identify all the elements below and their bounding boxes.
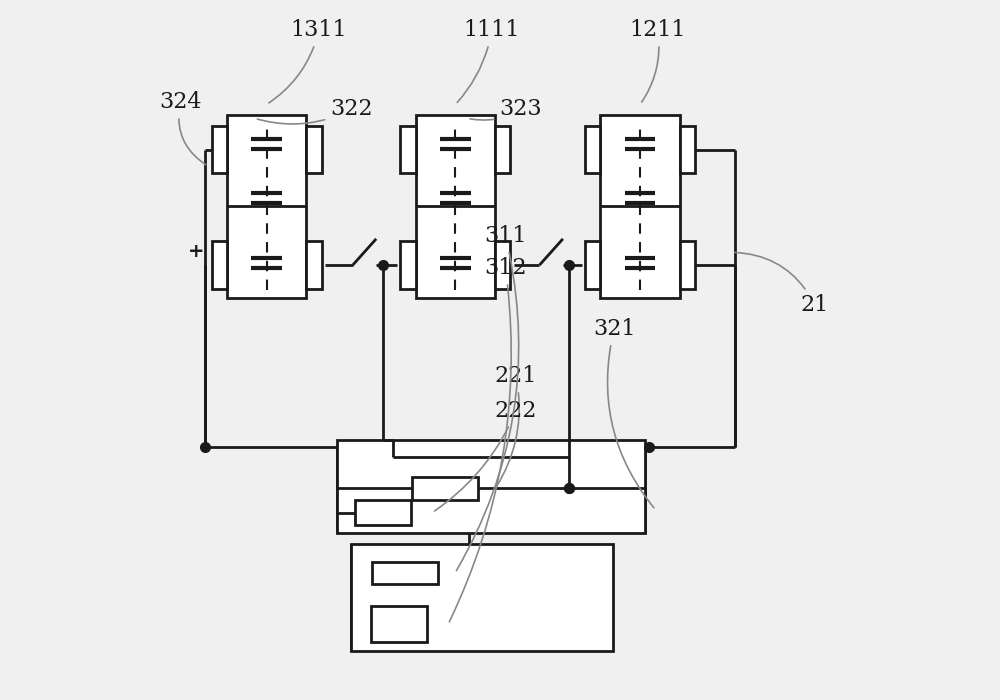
Text: +: +	[188, 241, 205, 261]
Bar	[227, 115, 306, 298]
Text: 311: 311	[456, 225, 527, 570]
Bar	[372, 561, 438, 584]
Bar	[495, 241, 510, 289]
Bar	[337, 440, 645, 533]
Bar	[351, 544, 613, 651]
Bar	[585, 126, 600, 174]
Bar	[400, 241, 416, 289]
Bar	[371, 606, 427, 643]
Text: 323: 323	[470, 98, 542, 120]
Bar	[680, 241, 695, 289]
Bar	[212, 126, 227, 174]
Text: 221: 221	[495, 365, 537, 486]
Text: 1111: 1111	[457, 20, 520, 102]
Text: 321: 321	[593, 318, 654, 508]
Bar	[212, 241, 227, 289]
Text: 324: 324	[159, 92, 206, 164]
Text: 21: 21	[734, 253, 829, 316]
Text: 222: 222	[435, 400, 537, 511]
Text: 312: 312	[449, 258, 527, 622]
Bar	[680, 126, 695, 174]
Bar	[400, 126, 416, 174]
Bar	[306, 241, 322, 289]
Bar	[495, 126, 510, 174]
Bar	[355, 500, 411, 525]
Bar	[600, 115, 680, 298]
Bar	[585, 241, 600, 289]
Bar	[412, 477, 478, 500]
Bar	[306, 126, 322, 174]
Text: 322: 322	[257, 98, 373, 124]
Bar	[416, 115, 495, 298]
Text: 1211: 1211	[629, 20, 686, 102]
Text: 1311: 1311	[269, 20, 347, 103]
